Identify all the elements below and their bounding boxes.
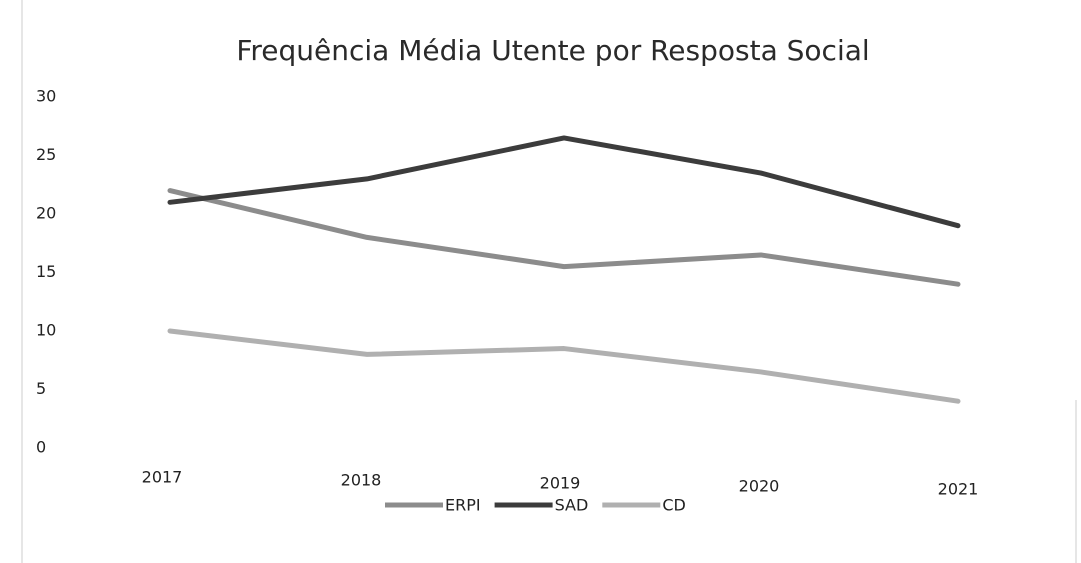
x-tick-label: 2019 <box>540 474 581 493</box>
line-series <box>167 135 961 229</box>
y-tick-label: 20 <box>36 204 56 223</box>
y-tick-label: 10 <box>36 321 56 340</box>
x-tick-label: 2021 <box>938 480 979 499</box>
legend-label: CD <box>662 496 686 515</box>
legend-label: SAD <box>555 496 589 515</box>
y-tick-label: 30 <box>36 87 56 106</box>
x-tick-label: 2020 <box>739 477 780 496</box>
chart-title: Frequência Média Utente por Resposta Soc… <box>236 34 869 67</box>
y-tick-label: 25 <box>36 145 56 164</box>
line-series <box>167 328 961 404</box>
legend-label: ERPI <box>445 496 481 515</box>
x-tick-label: 2017 <box>142 468 183 487</box>
y-tick-label: 0 <box>36 438 46 457</box>
y-tick-label: 5 <box>36 379 46 398</box>
line-series <box>167 188 961 287</box>
x-tick-label: 2018 <box>341 471 382 490</box>
y-tick-label: 15 <box>36 262 56 281</box>
